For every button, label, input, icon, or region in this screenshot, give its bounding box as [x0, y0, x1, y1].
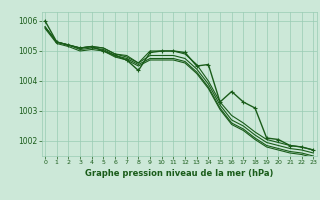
- X-axis label: Graphe pression niveau de la mer (hPa): Graphe pression niveau de la mer (hPa): [85, 169, 273, 178]
